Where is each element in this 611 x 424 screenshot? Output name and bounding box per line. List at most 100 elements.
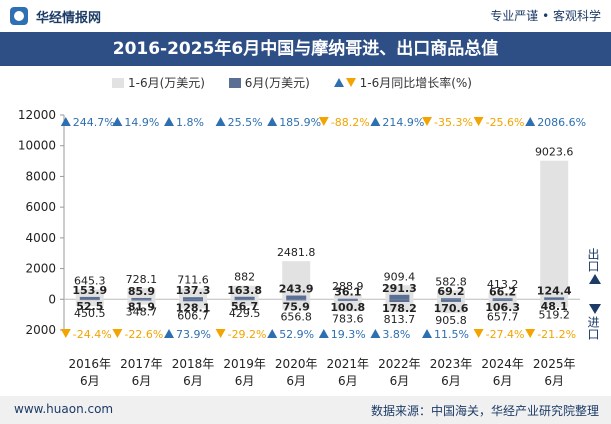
- data-label-import-monthly: 56.7: [231, 300, 258, 313]
- footer-source: 数据来源：中国海关，华经产业研究院整理: [370, 404, 599, 418]
- x-tick-label-year: 2021年: [327, 357, 370, 371]
- x-tick-label-month: 6月: [286, 374, 306, 388]
- bar-export-monthly: [286, 295, 307, 300]
- data-label-export-cumulative: 728.1: [126, 273, 158, 286]
- bar-import-monthly: [441, 299, 461, 302]
- data-label-export-monthly: 69.2: [437, 285, 464, 298]
- x-tick-label-month: 6月: [441, 374, 461, 388]
- legend-item-monthly: 6月(万美元): [228, 74, 310, 91]
- export-growth-label: 25.5%: [228, 116, 263, 129]
- bar-import-monthly: [183, 299, 203, 302]
- data-label-export-monthly: 36.1: [334, 286, 361, 299]
- x-tick-label-month: 6月: [390, 374, 410, 388]
- y-tick-label: 0: [48, 292, 56, 306]
- bar-import-monthly: [79, 299, 100, 301]
- import-growth-down-triangle-icon: [112, 329, 123, 338]
- legend-item-growth: 1-6月同比增长率(%): [333, 74, 472, 91]
- x-tick-label-year: 2020年: [275, 357, 318, 371]
- bar-import-monthly: [337, 299, 358, 301]
- legend-swatch-cumulative: [112, 77, 124, 88]
- x-tick-label-year: 2025年: [533, 357, 576, 371]
- bar-export-cumulative: [540, 160, 569, 300]
- x-tick-label-month: 6月: [544, 374, 564, 388]
- side-label-import: 进口: [586, 304, 604, 340]
- bar-import-monthly: [131, 299, 152, 301]
- export-growth-label: -88.2%: [331, 116, 370, 129]
- bar-export-cumulative: [127, 288, 156, 300]
- bar-export-monthly: [131, 297, 152, 300]
- bar-export-monthly: [389, 294, 410, 300]
- data-label-import-cumulative: 905.8: [435, 314, 467, 327]
- x-tick-label-year: 2022年: [378, 357, 421, 371]
- side-label-export: 出口: [586, 248, 604, 284]
- x-tick-label-year: 2023年: [430, 357, 473, 371]
- export-growth-label: 214.9%: [382, 116, 424, 129]
- bar-import-monthly: [286, 299, 307, 301]
- data-label-import-cumulative: 813.7: [384, 313, 416, 326]
- bar-import-cumulative: [179, 299, 207, 309]
- data-label-export-cumulative: 582.8: [435, 275, 467, 288]
- bar-import-cumulative: [540, 299, 569, 308]
- bar-import-cumulative: [488, 299, 517, 310]
- legend-label-growth: 1-6月同比增长率(%): [359, 76, 472, 90]
- import-growth-label: -21.2%: [537, 328, 576, 341]
- import-growth-label: 3.8%: [382, 328, 410, 341]
- export-growth-up-triangle-icon: [525, 117, 536, 126]
- x-tick-label-month: 6月: [235, 374, 255, 388]
- export-growth-up-triangle-icon: [370, 117, 381, 126]
- data-label-export-monthly: 66.2: [489, 285, 516, 298]
- bar-export-cumulative: [230, 285, 259, 300]
- export-growth-label: -25.6%: [486, 116, 525, 129]
- import-growth-up-triangle-icon: [267, 329, 278, 338]
- y-tick-label: 6000: [25, 200, 56, 214]
- side-label-export-text: 出口: [586, 248, 600, 272]
- bar-export-cumulative: [333, 294, 362, 300]
- export-growth-down-triangle-icon: [473, 117, 484, 126]
- data-label-export-monthly: 137.3: [176, 284, 211, 297]
- export-growth-label: 244.7%: [73, 116, 115, 129]
- x-tick-label-year: 2018年: [172, 357, 215, 371]
- data-label-export-monthly: 85.9: [128, 285, 155, 298]
- export-growth-up-triangle-icon: [215, 117, 226, 126]
- x-tick-label-year: 2017年: [120, 357, 163, 371]
- data-label-export-monthly: 243.9: [279, 283, 314, 296]
- x-tick-label-year: 2024年: [481, 357, 524, 371]
- import-growth-down-triangle-icon: [60, 329, 71, 338]
- y-tick-label: 10000: [18, 139, 56, 153]
- x-tick-label-year: 2019年: [223, 357, 266, 371]
- import-growth-label: 11.5%: [434, 328, 469, 341]
- bar-import-monthly: [492, 299, 513, 301]
- bar-export-cumulative: [75, 289, 104, 300]
- bar-import-monthly: [234, 299, 255, 301]
- export-growth-label: 14.9%: [124, 116, 159, 129]
- bar-import-cumulative: [282, 299, 311, 310]
- data-label-import-monthly: 128.1: [176, 301, 211, 314]
- data-label-import-cumulative: 429.5: [229, 307, 261, 320]
- data-label-export-cumulative: 2481.8: [277, 246, 316, 259]
- bar-export-cumulative: [437, 290, 465, 300]
- export-growth-down-triangle-icon: [318, 117, 329, 126]
- data-label-import-monthly: 170.6: [434, 302, 469, 315]
- data-label-export-cumulative: 9023.6: [535, 146, 574, 159]
- data-label-import-cumulative: 656.8: [280, 310, 312, 323]
- legend-swatch-monthly: [228, 77, 241, 88]
- import-growth-down-triangle-icon: [215, 329, 226, 338]
- data-label-import-monthly: 106.3: [485, 301, 520, 314]
- import-growth-down-triangle-icon: [473, 329, 484, 338]
- legend-up-triangle-icon: [333, 78, 344, 87]
- import-growth-label: 19.3%: [331, 328, 366, 341]
- bar-export-cumulative: [488, 292, 517, 300]
- data-label-import-cumulative: 783.6: [332, 312, 364, 325]
- bar-import-cumulative: [127, 299, 156, 305]
- export-growth-label: -35.3%: [434, 116, 473, 129]
- bar-import-cumulative: [385, 299, 414, 312]
- x-tick-label-month: 6月: [338, 374, 358, 388]
- bar-import-cumulative: [230, 299, 259, 306]
- legend-label-monthly: 6月(万美元): [244, 76, 310, 90]
- import-growth-label: 52.9%: [279, 328, 314, 341]
- bar-import-cumulative: [437, 299, 465, 314]
- x-tick-label-month: 6月: [493, 374, 513, 388]
- data-label-import-monthly: 52.5: [76, 300, 103, 313]
- data-label-import-monthly: 81.9: [128, 301, 155, 314]
- tagline: 专业严谨 • 客观科学: [490, 9, 601, 23]
